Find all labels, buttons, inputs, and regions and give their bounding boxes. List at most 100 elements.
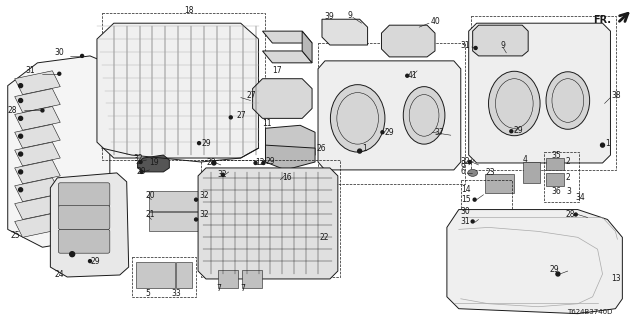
Polygon shape	[8, 56, 110, 247]
Text: 29: 29	[266, 157, 275, 166]
Polygon shape	[262, 31, 312, 43]
FancyBboxPatch shape	[545, 173, 564, 186]
Text: 28: 28	[207, 158, 216, 167]
Polygon shape	[15, 142, 60, 166]
Circle shape	[262, 162, 265, 164]
Circle shape	[19, 84, 22, 88]
Polygon shape	[447, 210, 622, 314]
Text: 39: 39	[324, 12, 333, 21]
Text: 14: 14	[461, 185, 470, 194]
Text: 32: 32	[461, 157, 470, 166]
Circle shape	[473, 198, 476, 201]
Text: 15: 15	[461, 195, 470, 204]
Circle shape	[468, 161, 471, 164]
Text: 9: 9	[500, 42, 506, 51]
Text: 27: 27	[246, 91, 256, 100]
Ellipse shape	[330, 85, 385, 152]
Text: 32: 32	[199, 210, 209, 219]
FancyBboxPatch shape	[148, 212, 198, 231]
Circle shape	[198, 142, 200, 145]
Ellipse shape	[546, 72, 589, 129]
Circle shape	[19, 170, 22, 174]
Text: 28: 28	[566, 210, 575, 219]
Text: FR.: FR.	[593, 15, 611, 25]
FancyBboxPatch shape	[58, 183, 110, 207]
Circle shape	[140, 171, 143, 173]
FancyBboxPatch shape	[485, 174, 514, 193]
Text: T624B3740D: T624B3740D	[567, 309, 612, 315]
Text: 7: 7	[240, 284, 245, 293]
Circle shape	[254, 162, 257, 164]
Circle shape	[221, 173, 225, 176]
Bar	[318, 43, 465, 184]
Circle shape	[19, 99, 22, 102]
Circle shape	[19, 152, 22, 156]
Text: 18: 18	[184, 6, 194, 15]
Text: 26: 26	[316, 144, 326, 153]
Polygon shape	[138, 155, 170, 172]
Text: 35: 35	[551, 150, 561, 160]
Circle shape	[88, 260, 92, 263]
Text: 27: 27	[237, 111, 246, 120]
Bar	[102, 13, 266, 160]
Text: 29: 29	[90, 257, 100, 266]
Circle shape	[58, 72, 61, 75]
Text: 31: 31	[461, 42, 470, 51]
Text: 21: 21	[145, 210, 155, 219]
Polygon shape	[322, 19, 367, 45]
Text: 3: 3	[567, 187, 572, 196]
Bar	[470, 16, 616, 170]
Circle shape	[600, 143, 605, 147]
Text: 19: 19	[150, 158, 159, 167]
Polygon shape	[15, 160, 60, 184]
Polygon shape	[198, 168, 338, 279]
Circle shape	[574, 213, 577, 216]
Text: 31: 31	[461, 217, 470, 226]
Text: 29: 29	[513, 126, 523, 135]
FancyBboxPatch shape	[545, 157, 564, 171]
Polygon shape	[266, 145, 315, 170]
Circle shape	[81, 54, 84, 57]
Circle shape	[41, 109, 44, 112]
Circle shape	[556, 272, 560, 276]
Text: 1: 1	[363, 144, 367, 153]
Circle shape	[70, 252, 75, 257]
Text: 40: 40	[431, 17, 441, 26]
Polygon shape	[253, 79, 312, 118]
Text: 16: 16	[282, 173, 292, 182]
Text: 6: 6	[461, 167, 466, 176]
Text: 24: 24	[54, 270, 64, 279]
Bar	[461, 180, 512, 214]
Text: 25: 25	[11, 231, 20, 240]
Bar	[132, 257, 196, 297]
FancyBboxPatch shape	[523, 163, 540, 183]
Circle shape	[471, 220, 474, 223]
Polygon shape	[381, 25, 435, 57]
Text: 36: 36	[551, 187, 561, 196]
Text: 12: 12	[255, 158, 265, 167]
Circle shape	[474, 46, 477, 50]
FancyBboxPatch shape	[148, 191, 198, 211]
Text: 9: 9	[348, 11, 353, 20]
Circle shape	[19, 188, 22, 192]
Text: 7: 7	[216, 284, 221, 293]
Polygon shape	[15, 196, 60, 220]
Bar	[201, 160, 340, 277]
Text: 30: 30	[54, 48, 64, 57]
Ellipse shape	[488, 71, 540, 136]
Polygon shape	[15, 107, 60, 130]
Text: 2: 2	[566, 157, 571, 166]
Text: 5: 5	[145, 289, 150, 298]
FancyBboxPatch shape	[58, 229, 110, 253]
Bar	[544, 152, 579, 202]
Polygon shape	[468, 23, 611, 163]
Text: 17: 17	[273, 66, 282, 75]
Text: 29: 29	[550, 265, 559, 274]
Ellipse shape	[403, 87, 445, 144]
Text: 41: 41	[407, 71, 417, 80]
Text: 11: 11	[262, 119, 272, 128]
Polygon shape	[15, 71, 60, 95]
Text: 32: 32	[218, 170, 227, 180]
Polygon shape	[15, 213, 60, 237]
Text: 29: 29	[136, 167, 146, 176]
